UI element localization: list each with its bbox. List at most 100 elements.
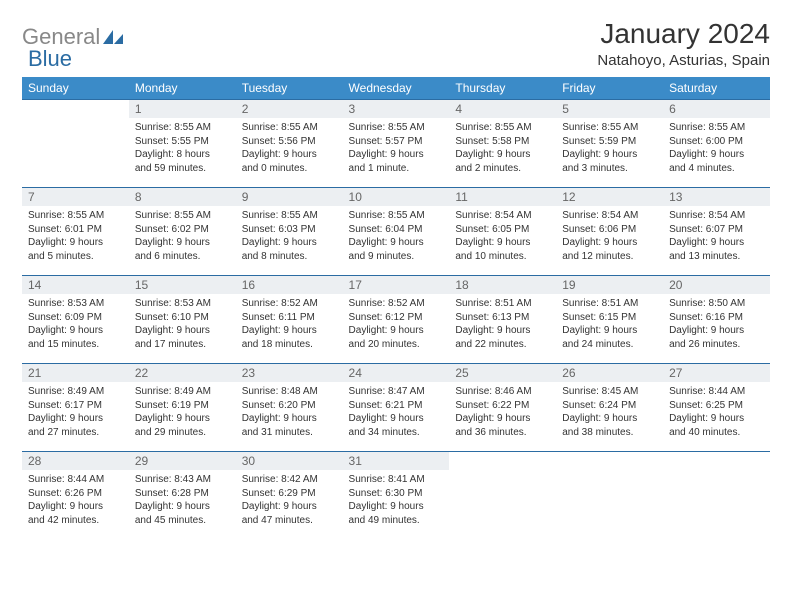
day-detail-line: Daylight: 9 hours	[242, 236, 337, 250]
day-detail-line: Sunrise: 8:55 AM	[242, 209, 337, 223]
day-detail-line: Sunset: 6:01 PM	[28, 223, 123, 237]
day-details: Sunrise: 8:44 AMSunset: 6:25 PMDaylight:…	[663, 382, 770, 443]
day-details: Sunrise: 8:47 AMSunset: 6:21 PMDaylight:…	[343, 382, 450, 443]
calendar-week-row: 1Sunrise: 8:55 AMSunset: 5:55 PMDaylight…	[22, 100, 770, 188]
day-detail-line: Sunset: 6:04 PM	[349, 223, 444, 237]
day-detail-line: and 47 minutes.	[242, 514, 337, 528]
day-detail-line: Daylight: 9 hours	[28, 500, 123, 514]
calendar-day-cell: 24Sunrise: 8:47 AMSunset: 6:21 PMDayligh…	[343, 364, 450, 452]
day-details: Sunrise: 8:55 AMSunset: 5:55 PMDaylight:…	[129, 118, 236, 179]
day-details: Sunrise: 8:45 AMSunset: 6:24 PMDaylight:…	[556, 382, 663, 443]
day-details: Sunrise: 8:55 AMSunset: 5:56 PMDaylight:…	[236, 118, 343, 179]
day-detail-line: Sunset: 5:57 PM	[349, 135, 444, 149]
day-detail-line: Sunset: 6:26 PM	[28, 487, 123, 501]
day-detail-line: Sunset: 6:15 PM	[562, 311, 657, 325]
day-detail-line: Daylight: 9 hours	[562, 412, 657, 426]
day-detail-line: Sunrise: 8:42 AM	[242, 473, 337, 487]
day-number: 11	[449, 188, 556, 206]
weekday-header: Friday	[556, 77, 663, 100]
day-detail-line: and 5 minutes.	[28, 250, 123, 264]
day-number: 19	[556, 276, 663, 294]
day-detail-line: Sunset: 6:17 PM	[28, 399, 123, 413]
calendar-week-row: 14Sunrise: 8:53 AMSunset: 6:09 PMDayligh…	[22, 276, 770, 364]
day-detail-line: Sunset: 6:06 PM	[562, 223, 657, 237]
calendar-table: Sunday Monday Tuesday Wednesday Thursday…	[22, 77, 770, 540]
day-detail-line: Sunset: 6:11 PM	[242, 311, 337, 325]
calendar-day-cell	[22, 100, 129, 188]
day-detail-line: Sunrise: 8:54 AM	[562, 209, 657, 223]
day-detail-line: Sunset: 5:55 PM	[135, 135, 230, 149]
day-details: Sunrise: 8:55 AMSunset: 6:01 PMDaylight:…	[22, 206, 129, 267]
location: Natahoyo, Asturias, Spain	[597, 52, 770, 69]
day-details: Sunrise: 8:51 AMSunset: 6:15 PMDaylight:…	[556, 294, 663, 355]
day-detail-line: and 9 minutes.	[349, 250, 444, 264]
day-detail-line: and 22 minutes.	[455, 338, 550, 352]
day-detail-line: Sunrise: 8:55 AM	[669, 121, 764, 135]
calendar-day-cell: 8Sunrise: 8:55 AMSunset: 6:02 PMDaylight…	[129, 188, 236, 276]
title-block: January 2024 Natahoyo, Asturias, Spain	[597, 18, 770, 69]
day-detail-line: Daylight: 9 hours	[349, 500, 444, 514]
day-detail-line: Sunset: 6:03 PM	[242, 223, 337, 237]
calendar-week-row: 28Sunrise: 8:44 AMSunset: 6:26 PMDayligh…	[22, 452, 770, 540]
calendar-day-cell: 17Sunrise: 8:52 AMSunset: 6:12 PMDayligh…	[343, 276, 450, 364]
day-details: Sunrise: 8:51 AMSunset: 6:13 PMDaylight:…	[449, 294, 556, 355]
day-detail-line: and 29 minutes.	[135, 426, 230, 440]
weekday-header: Monday	[129, 77, 236, 100]
day-details: Sunrise: 8:55 AMSunset: 6:04 PMDaylight:…	[343, 206, 450, 267]
day-detail-line: Sunrise: 8:55 AM	[135, 121, 230, 135]
day-detail-line: and 3 minutes.	[562, 162, 657, 176]
calendar-day-cell: 9Sunrise: 8:55 AMSunset: 6:03 PMDaylight…	[236, 188, 343, 276]
calendar-day-cell: 22Sunrise: 8:49 AMSunset: 6:19 PMDayligh…	[129, 364, 236, 452]
calendar-day-cell: 14Sunrise: 8:53 AMSunset: 6:09 PMDayligh…	[22, 276, 129, 364]
calendar-day-cell: 13Sunrise: 8:54 AMSunset: 6:07 PMDayligh…	[663, 188, 770, 276]
calendar-body: 1Sunrise: 8:55 AMSunset: 5:55 PMDaylight…	[22, 100, 770, 540]
day-detail-line: Sunrise: 8:55 AM	[349, 121, 444, 135]
day-detail-line: Sunrise: 8:49 AM	[28, 385, 123, 399]
day-number: 3	[343, 100, 450, 118]
day-detail-line: Sunset: 6:00 PM	[669, 135, 764, 149]
weekday-header: Wednesday	[343, 77, 450, 100]
day-details: Sunrise: 8:53 AMSunset: 6:10 PMDaylight:…	[129, 294, 236, 355]
day-detail-line: Daylight: 9 hours	[669, 412, 764, 426]
day-details: Sunrise: 8:52 AMSunset: 6:12 PMDaylight:…	[343, 294, 450, 355]
day-detail-line: Daylight: 9 hours	[135, 500, 230, 514]
day-detail-line: Daylight: 9 hours	[562, 324, 657, 338]
day-details: Sunrise: 8:52 AMSunset: 6:11 PMDaylight:…	[236, 294, 343, 355]
calendar-day-cell: 16Sunrise: 8:52 AMSunset: 6:11 PMDayligh…	[236, 276, 343, 364]
day-number: 20	[663, 276, 770, 294]
day-detail-line: Sunset: 6:12 PM	[349, 311, 444, 325]
day-number: 7	[22, 188, 129, 206]
day-detail-line: Sunrise: 8:48 AM	[242, 385, 337, 399]
day-detail-line: Daylight: 9 hours	[562, 148, 657, 162]
day-number: 22	[129, 364, 236, 382]
day-detail-line: Daylight: 9 hours	[349, 324, 444, 338]
day-number: 27	[663, 364, 770, 382]
day-detail-line: Sunrise: 8:54 AM	[669, 209, 764, 223]
calendar-header-row: Sunday Monday Tuesday Wednesday Thursday…	[22, 77, 770, 100]
day-number: 23	[236, 364, 343, 382]
day-detail-line: Sunset: 6:07 PM	[669, 223, 764, 237]
day-detail-line: and 27 minutes.	[28, 426, 123, 440]
day-detail-line: Sunrise: 8:43 AM	[135, 473, 230, 487]
day-detail-line: and 34 minutes.	[349, 426, 444, 440]
day-details: Sunrise: 8:55 AMSunset: 5:57 PMDaylight:…	[343, 118, 450, 179]
day-detail-line: Sunrise: 8:55 AM	[242, 121, 337, 135]
day-detail-line: Sunset: 6:09 PM	[28, 311, 123, 325]
calendar-day-cell: 7Sunrise: 8:55 AMSunset: 6:01 PMDaylight…	[22, 188, 129, 276]
day-detail-line: and 17 minutes.	[135, 338, 230, 352]
day-detail-line: Sunrise: 8:53 AM	[28, 297, 123, 311]
day-detail-line: Sunrise: 8:55 AM	[562, 121, 657, 135]
day-detail-line: and 59 minutes.	[135, 162, 230, 176]
day-details: Sunrise: 8:55 AMSunset: 5:59 PMDaylight:…	[556, 118, 663, 179]
day-detail-line: Daylight: 9 hours	[28, 412, 123, 426]
day-number: 13	[663, 188, 770, 206]
day-detail-line: Daylight: 9 hours	[669, 148, 764, 162]
day-detail-line: and 2 minutes.	[455, 162, 550, 176]
day-detail-line: and 24 minutes.	[562, 338, 657, 352]
calendar-day-cell: 15Sunrise: 8:53 AMSunset: 6:10 PMDayligh…	[129, 276, 236, 364]
calendar-day-cell: 10Sunrise: 8:55 AMSunset: 6:04 PMDayligh…	[343, 188, 450, 276]
calendar-day-cell: 12Sunrise: 8:54 AMSunset: 6:06 PMDayligh…	[556, 188, 663, 276]
day-detail-line: Sunset: 6:20 PM	[242, 399, 337, 413]
day-detail-line: Daylight: 9 hours	[455, 236, 550, 250]
day-detail-line: Sunset: 6:05 PM	[455, 223, 550, 237]
